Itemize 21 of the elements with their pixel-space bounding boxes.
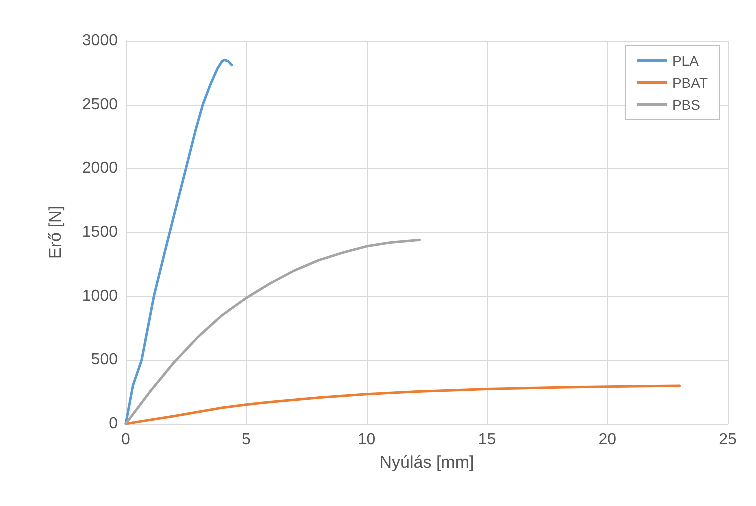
y-tick-label: 0 bbox=[109, 416, 118, 432]
y-tick-label: 2500 bbox=[82, 96, 118, 114]
y-tick-label: 500 bbox=[91, 352, 118, 369]
y-tick-label: 2000 bbox=[82, 160, 118, 178]
legend-label: PLA bbox=[672, 53, 700, 69]
x-tick-label: 25 bbox=[719, 432, 737, 448]
x-tick-label: 5 bbox=[242, 432, 251, 448]
x-tick-label: 10 bbox=[358, 432, 376, 448]
y-tick-label: 3000 bbox=[82, 32, 118, 50]
legend-label: PBS bbox=[672, 97, 700, 113]
x-tick-label: 15 bbox=[478, 432, 496, 448]
line-series bbox=[124, 384, 682, 426]
y-tick-label: 1000 bbox=[82, 288, 118, 305]
legend-label: PBAT bbox=[672, 75, 708, 91]
line-series bbox=[124, 58, 234, 426]
y-tick-label: 1500 bbox=[82, 224, 118, 241]
x-tick-label: 20 bbox=[598, 432, 617, 448]
line-series bbox=[124, 238, 422, 426]
x-tick-label: 0 bbox=[122, 432, 131, 448]
y-axis-title: Erő [N] bbox=[46, 206, 65, 259]
x-axis-title: Nyúlás [mm] bbox=[380, 453, 474, 472]
